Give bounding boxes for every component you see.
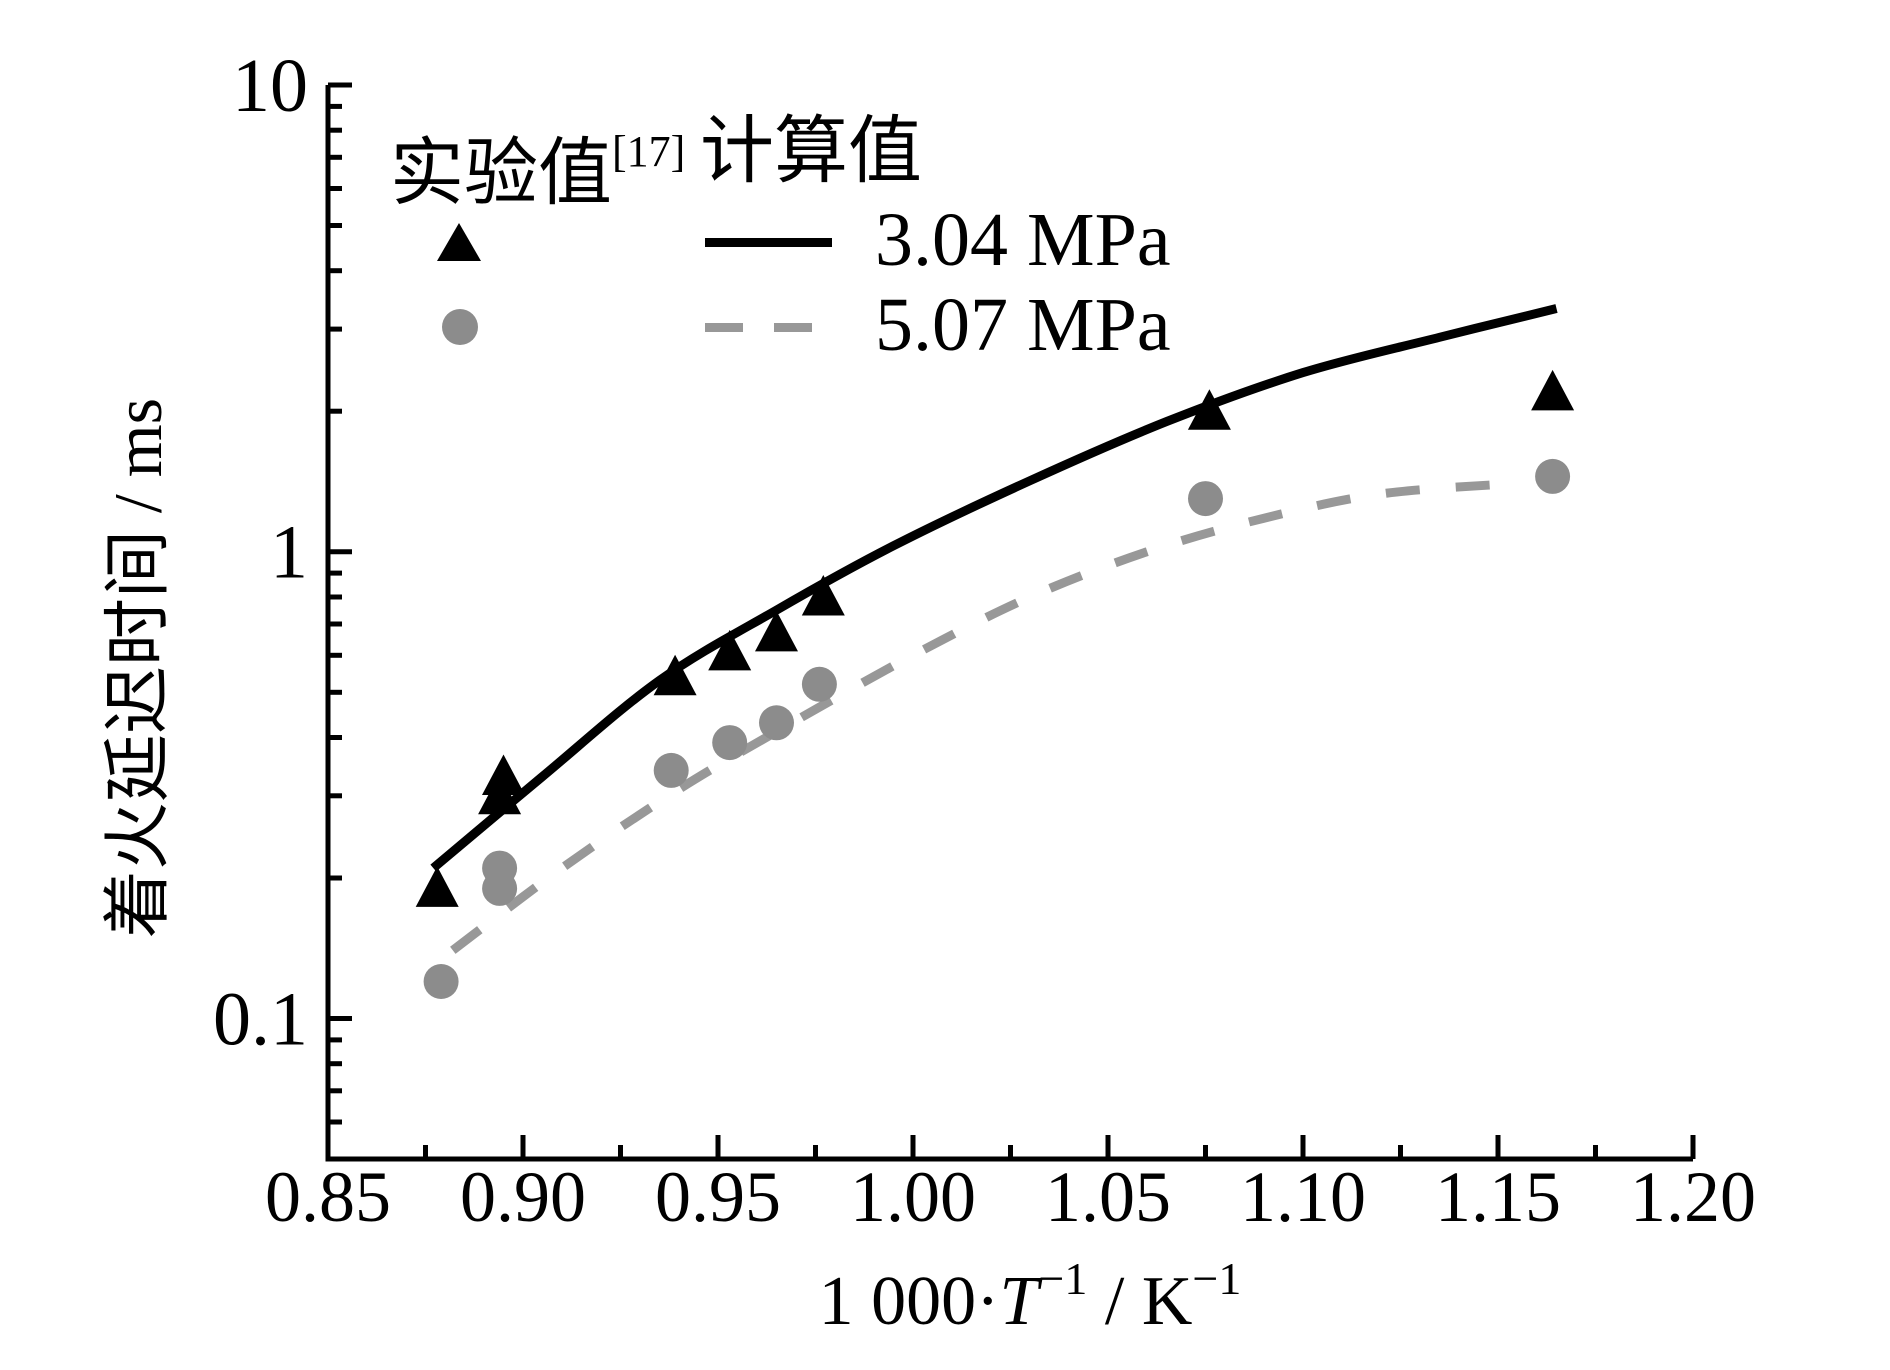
data-point-triangle: [482, 754, 525, 795]
calculated-curve-dashed: [450, 479, 1514, 954]
legend-label-5-07-mpa: 5.07 MPa: [875, 283, 1171, 367]
x-axis-title-symbol: T: [999, 1263, 1039, 1340]
x-axis-title-prefix: 1 000·: [818, 1263, 1000, 1340]
data-point-triangle: [653, 654, 697, 696]
legend-reference-superscript: [17]: [612, 127, 686, 176]
x-tick-label: 0.85: [265, 1157, 391, 1237]
legend-label-3-04-mpa: 3.04 MPa: [875, 198, 1171, 282]
data-point-circle: [759, 705, 794, 741]
x-tick-label: 1.10: [1240, 1157, 1366, 1237]
data-point-triangle: [1187, 389, 1231, 430]
y-tick-label: 10: [232, 44, 308, 128]
data-point-circle: [1535, 458, 1571, 494]
legend-experimental-text: 实验值: [390, 133, 612, 215]
x-tick-label: 0.95: [655, 1157, 781, 1237]
data-point-circle: [482, 850, 518, 886]
data-point-circle: [423, 964, 459, 999]
y-axis-title: 着火延迟时间 / ms: [100, 397, 176, 939]
data-point-triangle: [415, 866, 459, 907]
data-point-triangle: [708, 629, 752, 671]
legend-experimental-header: 实验值[17]: [390, 107, 686, 215]
y-tick-label: 0.1: [213, 978, 308, 1062]
x-axis-title-unit: / K: [1087, 1263, 1193, 1340]
x-tick-label: 1.00: [850, 1157, 976, 1237]
legend-circle-marker-icon: [442, 309, 478, 345]
x-tick-label: 1.20: [1630, 1157, 1756, 1237]
data-point-circle: [653, 752, 689, 788]
x-axis-title-unit-exponent: −1: [1192, 1253, 1242, 1304]
legend-dash-sample-2: [774, 323, 812, 332]
y-tick-label: 1: [270, 511, 308, 595]
x-axis-title: 1 000·T−1 / K−1: [819, 1236, 1242, 1340]
data-point-triangle: [1531, 369, 1575, 411]
legend-calculated-header: 计算值: [700, 111, 922, 193]
data-point-triangle: [755, 610, 798, 652]
data-point-circle: [1188, 481, 1223, 517]
x-tick-label: 1.05: [1045, 1157, 1171, 1237]
legend-solid-line-sample: [705, 238, 832, 247]
x-axis-title-exponent: −1: [1038, 1253, 1088, 1304]
x-tick-label: 0.90: [460, 1157, 586, 1237]
data-point-circle: [801, 666, 837, 702]
legend-triangle-marker-icon: [437, 223, 481, 261]
legend-dash-sample-1: [705, 323, 743, 332]
x-tick-label: 1.15: [1435, 1157, 1561, 1237]
calculated-curve-solid: [430, 304, 1558, 872]
data-point-circle: [712, 725, 748, 761]
data-point-triangle: [801, 575, 845, 616]
